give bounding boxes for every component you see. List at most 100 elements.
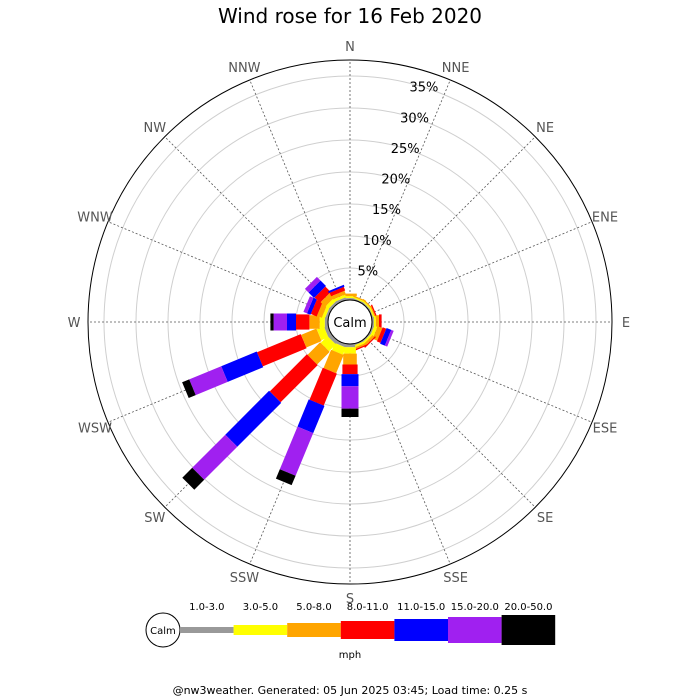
petal-ssw-bin-1 bbox=[335, 340, 347, 348]
legend-label-1: 1.0-3.0 bbox=[189, 602, 224, 613]
petal-nne-bin-1 bbox=[353, 298, 364, 304]
petal-nw-bin-2 bbox=[325, 297, 337, 309]
petal-ese-bin-4 bbox=[376, 327, 387, 343]
legend-label-4: 8.0-11.0 bbox=[347, 602, 389, 613]
petal-ese-bin-6 bbox=[384, 329, 394, 347]
petal-wsw-bin-5 bbox=[221, 351, 264, 382]
petal-wnw-bin-1 bbox=[325, 307, 332, 319]
petal-wnw-bin-2 bbox=[322, 305, 330, 319]
petal-ne-bin-2 bbox=[362, 300, 372, 310]
petal-e-bin-1 bbox=[372, 316, 374, 328]
petal-ene-bin-3 bbox=[370, 305, 377, 319]
calm-label: Calm bbox=[333, 316, 366, 331]
petal-s-bin-4 bbox=[342, 364, 358, 375]
petal-nne-bin-3 bbox=[353, 295, 367, 302]
petal-nnw-bin-2 bbox=[334, 294, 347, 302]
spoke-se bbox=[365, 337, 536, 508]
petal-wnw-bin-5 bbox=[306, 297, 317, 315]
petal-nnw-bin-5 bbox=[328, 284, 345, 294]
petal-se-bin-1 bbox=[362, 334, 371, 343]
petal-e-bin-3 bbox=[375, 315, 379, 329]
petal-s-bin-5 bbox=[341, 374, 359, 387]
petal-sw-bin-2 bbox=[320, 336, 336, 352]
spoke-nne bbox=[358, 79, 451, 302]
petal-se-bin-2 bbox=[362, 334, 372, 344]
petal-ssw-bin-3 bbox=[323, 349, 344, 374]
legend-calm-label: Calm bbox=[150, 626, 176, 637]
direction-label-nw: NW bbox=[144, 121, 167, 136]
petal-sse-bin-1 bbox=[353, 340, 364, 346]
legend-swatch-4 bbox=[340, 621, 395, 639]
petal-ese-bin-1 bbox=[368, 325, 375, 336]
petal-nw-bin-6 bbox=[304, 276, 321, 293]
petal-e-bin-4 bbox=[379, 314, 382, 330]
petal-n-bin-1 bbox=[344, 298, 356, 300]
petal-wnw-bin-6 bbox=[303, 296, 314, 314]
legend-swatch-6 bbox=[448, 617, 502, 643]
spoke-wnw bbox=[107, 221, 330, 314]
legend-swatch-5 bbox=[394, 619, 448, 641]
petal-wsw-bin-1 bbox=[324, 325, 332, 337]
petal-sse-bin-4 bbox=[353, 344, 368, 352]
spoke-nnw bbox=[249, 79, 342, 302]
ring-label-7: 35% bbox=[409, 81, 438, 96]
petal-sw-bin-1 bbox=[328, 334, 338, 344]
petal-ssw-bin-2 bbox=[331, 343, 346, 355]
petal-w-bin-1 bbox=[324, 316, 328, 328]
petal-ssw-bin-6 bbox=[279, 426, 314, 476]
legend-label-7: 20.0-50.0 bbox=[504, 602, 552, 613]
petal-wsw-bin-2 bbox=[316, 326, 329, 341]
direction-label-sw: SW bbox=[144, 511, 165, 526]
petal-nnw-bin-1 bbox=[335, 297, 347, 304]
petal-s-bin-1 bbox=[344, 344, 356, 348]
direction-label-nnw: NNW bbox=[228, 61, 260, 76]
ring-label-4: 20% bbox=[381, 173, 410, 188]
petal-w-bin-6 bbox=[273, 313, 287, 331]
legend-label-5: 11.0-15.0 bbox=[397, 602, 445, 613]
direction-label-wnw: WNW bbox=[77, 210, 113, 225]
legend-label-6: 15.0-20.0 bbox=[451, 602, 499, 613]
petal-ese-bin-2 bbox=[369, 325, 378, 338]
petal-w-bin-3 bbox=[309, 315, 320, 329]
petal-nw-bin-5 bbox=[308, 280, 326, 298]
petal-ese-bin-5 bbox=[380, 328, 392, 346]
ring-label-5: 25% bbox=[391, 142, 420, 157]
ring-label-1: 5% bbox=[357, 264, 378, 279]
legend-label-2: 3.0-5.0 bbox=[243, 602, 278, 613]
direction-label-e: E bbox=[622, 316, 630, 331]
petal-wsw-bin-3 bbox=[301, 328, 322, 348]
petal-w-bin-4 bbox=[296, 314, 310, 330]
petal-wsw-bin-7 bbox=[182, 379, 196, 398]
legend-swatch-1 bbox=[180, 627, 234, 633]
petal-e-bin-2 bbox=[373, 316, 376, 328]
petal-sw-bin-4 bbox=[269, 354, 318, 403]
direction-label-ne: NE bbox=[536, 121, 554, 136]
petal-nnw-bin-3 bbox=[331, 290, 346, 300]
petal-sw-bin-6 bbox=[192, 434, 238, 480]
petal-s-bin-3 bbox=[343, 353, 357, 365]
spoke-ese bbox=[370, 330, 593, 423]
spoke-ne bbox=[365, 136, 536, 307]
chart-title: Wind rose for 16 Feb 2020 bbox=[217, 4, 483, 28]
direction-label-sse: SSE bbox=[443, 571, 468, 586]
direction-label-s: S bbox=[346, 592, 354, 607]
legend-swatch-2 bbox=[233, 625, 288, 635]
petal-sse-bin-2 bbox=[353, 341, 366, 348]
ring-label-6: 30% bbox=[400, 111, 429, 126]
petal-ssw-bin-7 bbox=[275, 469, 296, 486]
petal-ne-bin-1 bbox=[362, 301, 371, 310]
petal-s-bin-6 bbox=[341, 386, 359, 409]
direction-label-n: N bbox=[345, 40, 355, 55]
petal-n-bin-3 bbox=[343, 293, 357, 297]
petal-n-bin-2 bbox=[344, 296, 356, 299]
spoke-ene bbox=[370, 221, 593, 314]
ring-label-3: 15% bbox=[372, 203, 401, 218]
footer-text: @nw3weather. Generated: 05 Jun 2025 03:4… bbox=[172, 684, 528, 697]
petal-nw-bin-4 bbox=[314, 286, 331, 303]
spoke-nw bbox=[164, 136, 335, 307]
petal-w-bin-2 bbox=[319, 316, 325, 328]
petal-s-bin-7 bbox=[341, 408, 359, 417]
petal-ene-bin-1 bbox=[368, 308, 374, 319]
legend-items: 1.0-3.0 3.0-5.0 5.0-8.0 8.0-11.0 11.0-15.0 15… bbox=[180, 602, 556, 645]
